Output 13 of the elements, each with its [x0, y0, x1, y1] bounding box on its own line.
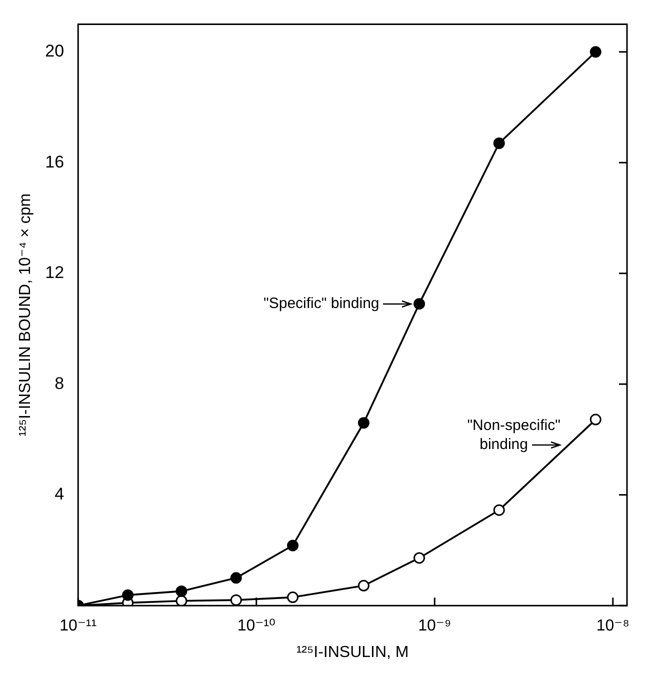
annotation: "Specific" binding [264, 294, 380, 312]
x-tick-label: 10⁻⁸ [596, 618, 630, 635]
x-axis-title: ¹²⁵I-INSULIN, M [296, 644, 409, 661]
y-tick-label: 4 [54, 484, 64, 504]
y-tick-label: 16 [45, 152, 64, 172]
y-tick-label: 12 [45, 263, 64, 282]
y-tick-label: 20 [45, 42, 64, 61]
x-tick-label: 10⁻¹¹ [60, 618, 97, 635]
y-axis-title: ¹²⁵I-INSULIN BOUND, 10⁻⁴ × cpm [17, 193, 34, 436]
y-tick-label: 8 [54, 374, 64, 393]
annotation: "Non-specific" binding [467, 417, 560, 454]
x-tick-label: 10⁻¹⁰ [237, 618, 276, 635]
x-tick-label: 10⁻⁹ [418, 618, 452, 635]
